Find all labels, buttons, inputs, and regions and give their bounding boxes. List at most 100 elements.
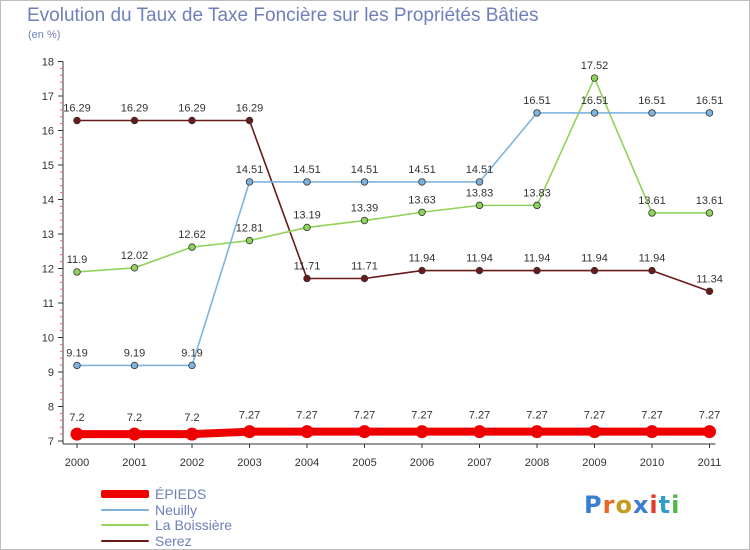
logo-letter: x xyxy=(632,491,650,519)
data-point xyxy=(645,425,659,439)
data-point xyxy=(590,266,599,275)
data-label: 9.19 xyxy=(181,347,202,359)
data-point xyxy=(360,216,369,225)
data-point xyxy=(648,209,656,217)
data-label: 11.34 xyxy=(696,273,723,285)
data-point xyxy=(358,425,371,439)
data-point xyxy=(590,74,599,82)
data-point xyxy=(648,266,656,275)
legend-label: La Boissière xyxy=(155,517,233,533)
data-label: 7.27 xyxy=(584,410,605,422)
data-point xyxy=(188,361,196,370)
data-point xyxy=(303,274,311,283)
data-label: 9.19 xyxy=(66,347,87,359)
data-label: 16.51 xyxy=(638,95,666,107)
y-tick-label: 13 xyxy=(42,229,54,241)
data-point xyxy=(533,109,541,117)
x-tick-label: 2001 xyxy=(122,457,146,469)
data-label: 16.29 xyxy=(236,102,264,114)
data-label: 7.27 xyxy=(411,410,432,422)
chart-unit-label: (en %) xyxy=(28,29,61,41)
y-tick-label: 9 xyxy=(48,367,54,379)
data-label: 14.51 xyxy=(466,164,494,176)
x-tick-label: 2010 xyxy=(640,457,664,469)
data-label: 16.29 xyxy=(63,102,91,114)
data-point xyxy=(130,264,139,272)
x-tick-label: 2007 xyxy=(467,457,491,469)
data-point xyxy=(533,266,541,275)
data-label: 12.81 xyxy=(236,223,264,235)
y-tick-label: 14 xyxy=(42,195,54,207)
x-tick-label: 2006 xyxy=(410,457,434,469)
data-point xyxy=(303,223,311,232)
legend-swatch xyxy=(101,508,149,511)
chart-title: Evolution du Taux de Taxe Foncière sur l… xyxy=(27,5,539,26)
data-point xyxy=(243,425,256,439)
y-tick-label: 12 xyxy=(42,264,54,276)
data-label: 7.27 xyxy=(239,410,260,422)
data-label: 11.71 xyxy=(294,261,321,273)
data-point xyxy=(648,109,656,117)
logo-letter: r xyxy=(602,491,616,519)
data-label: 9.19 xyxy=(124,347,145,359)
data-point xyxy=(73,361,81,370)
x-tick-label: 2000 xyxy=(65,457,89,469)
y-tick-label: 8 xyxy=(48,402,54,414)
data-label: 12.62 xyxy=(178,229,206,241)
data-point xyxy=(705,109,714,117)
data-label: 7.27 xyxy=(354,410,375,422)
data-label: 13.83 xyxy=(523,187,551,199)
data-label: 7.27 xyxy=(296,410,317,422)
data-point xyxy=(703,425,716,439)
data-label: 14.51 xyxy=(351,164,379,176)
data-point xyxy=(475,201,484,210)
data-label: 17.52 xyxy=(581,60,609,72)
data-point xyxy=(705,287,714,295)
data-point xyxy=(128,427,141,441)
data-point xyxy=(300,425,314,439)
data-label: 13.61 xyxy=(696,195,724,207)
data-label: 7.2 xyxy=(184,412,199,424)
data-point xyxy=(418,266,426,275)
data-label: 11.94 xyxy=(466,253,493,265)
logo-letter: i xyxy=(671,491,681,519)
legend-swatch xyxy=(101,539,149,542)
data-label: 13.19 xyxy=(293,209,321,221)
data-point xyxy=(415,425,429,439)
data-label: 7.27 xyxy=(641,410,662,422)
proxiti-logo: Proxiti xyxy=(584,491,680,519)
data-point xyxy=(73,268,81,276)
y-tick-label: 10 xyxy=(42,333,54,345)
data-label: 16.29 xyxy=(178,102,206,114)
data-point xyxy=(533,201,541,210)
data-label: 13.83 xyxy=(466,187,494,199)
data-point xyxy=(473,425,486,439)
logo-letter: t xyxy=(658,491,672,519)
x-tick-label: 2004 xyxy=(295,457,319,469)
data-label: 16.51 xyxy=(696,95,724,107)
data-point xyxy=(245,116,254,125)
legend-label: ÉPIEDS xyxy=(155,486,207,502)
y-tick-label: 11 xyxy=(43,298,54,310)
data-point xyxy=(245,236,254,245)
y-tick-label: 7 xyxy=(48,436,54,448)
x-tick-label: 2005 xyxy=(352,457,376,469)
data-label: 7.27 xyxy=(469,410,490,422)
logo-letter: P xyxy=(584,491,603,519)
data-label: 14.51 xyxy=(293,164,321,176)
y-tick-label: 15 xyxy=(42,160,54,172)
logo-letter: i xyxy=(649,491,659,519)
data-label: 11.94 xyxy=(524,253,551,265)
data-label: 13.61 xyxy=(638,195,666,207)
data-label: 7.27 xyxy=(699,410,720,422)
data-label: 13.63 xyxy=(408,194,436,206)
y-tick-label: 16 xyxy=(42,126,54,138)
data-point xyxy=(185,427,199,441)
legend-swatch xyxy=(101,524,149,526)
data-point xyxy=(418,178,426,186)
data-label: 7.2 xyxy=(69,412,84,424)
x-tick-label: 2009 xyxy=(582,457,606,469)
data-point xyxy=(70,427,84,441)
